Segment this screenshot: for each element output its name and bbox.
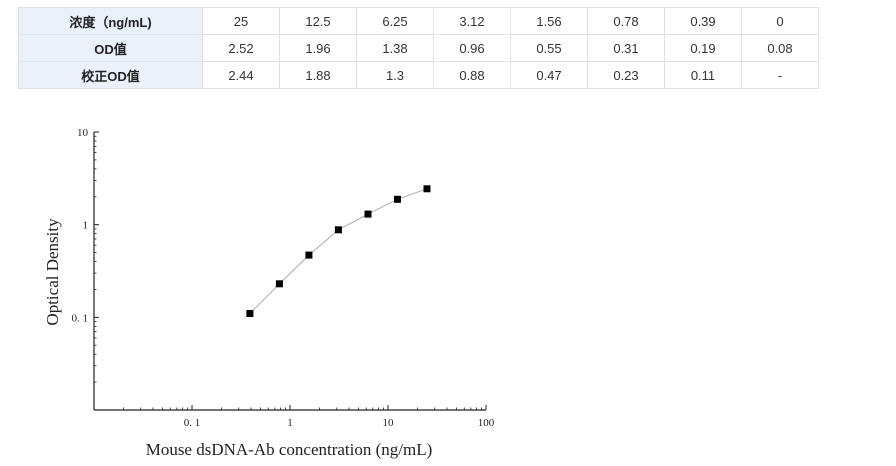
table-cell: 0.19 [664, 34, 742, 62]
table-cell: 1.38 [356, 34, 434, 62]
table-cell: 1.56 [510, 7, 588, 35]
x-tick-label: 0. 1 [184, 417, 201, 429]
corrected-od-row: 校正OD值 2.44 1.88 1.3 0.88 0.47 0.23 0.11 … [18, 61, 819, 89]
row-header-concentration: 浓度（ng/mL) [18, 7, 203, 35]
x-tick-label: 1 [287, 417, 293, 429]
table-cell: 0.11 [664, 61, 742, 89]
y-tick-label: 0. 1 [72, 312, 89, 324]
table-cell: 1.88 [279, 61, 357, 89]
data-point [394, 195, 401, 203]
table-cell: 12.5 [279, 7, 357, 35]
chart-series [246, 185, 431, 317]
table-cell: 0 [741, 7, 819, 35]
row-header-corrected-od: 校正OD值 [18, 61, 203, 89]
table-cell: 3.12 [433, 7, 511, 35]
table-cell: 1.96 [279, 34, 357, 62]
x-tick-label: 10 [383, 417, 395, 429]
data-point [246, 310, 254, 317]
data-point [334, 226, 342, 234]
data-point [275, 280, 283, 288]
chart-axes: 0. 1 1 10 100 0. 1 1 10 [72, 127, 495, 429]
table-cell: 0.23 [587, 61, 665, 89]
series-line [249, 188, 428, 314]
x-axis-label: Mouse dsDNA-Ab concentration (ng/mL) [146, 440, 433, 459]
table-cell: - [741, 61, 819, 89]
concentration-row: 浓度（ng/mL) 25 12.5 6.25 3.12 1.56 0.78 0.… [18, 7, 819, 35]
table-cell: 2.44 [202, 61, 280, 89]
table-cell: 1.3 [356, 61, 434, 89]
row-header-od: OD值 [18, 34, 203, 62]
table-cell: 0.47 [510, 61, 588, 89]
data-point [305, 251, 313, 259]
data-point [423, 185, 431, 193]
table-cell: 0.78 [587, 7, 665, 35]
table-cell: 0.08 [741, 34, 819, 62]
y-tick-label: 1 [83, 220, 89, 232]
table-cell: 0.55 [510, 34, 588, 62]
y-tick-label: 10 [77, 127, 89, 139]
y-axis-label: Optical Density [43, 218, 62, 326]
standard-curve-table: 浓度（ng/mL) 25 12.5 6.25 3.12 1.56 0.78 0.… [18, 7, 819, 89]
table-cell: 25 [202, 7, 280, 35]
data-point [364, 210, 372, 218]
table-cell: 0.88 [433, 61, 511, 89]
x-tick-label: 100 [478, 417, 495, 429]
